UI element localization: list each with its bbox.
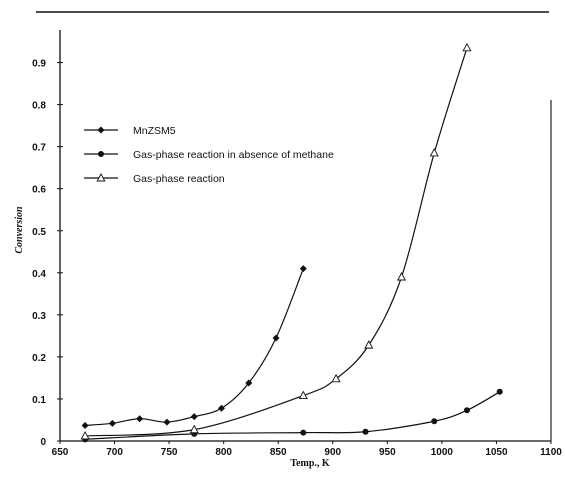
y-tick-label: 0.7 [32, 143, 46, 154]
x-tick-label: 1100 [540, 447, 562, 458]
series-triangle [80, 42, 472, 440]
data-point [362, 428, 369, 435]
y-tick-label: 0.6 [32, 185, 46, 196]
data-point [364, 340, 374, 349]
y-tick-label: 0 [40, 437, 46, 448]
data-point [163, 418, 171, 426]
data-point [136, 415, 144, 423]
y-tick-label: 0.2 [32, 353, 46, 364]
x-tick-label: 750 [161, 447, 178, 458]
data-point [496, 388, 503, 395]
y-tick-label: 0.5 [32, 227, 46, 238]
y-tick-label: 0.9 [32, 59, 46, 70]
tick-labels: 0 0.1 0.2 0.3 0.4 0.5 0.6 0.7 0.8 0.9 650 700 750 800… [32, 59, 562, 458]
legend-marker [98, 151, 104, 157]
data-point [80, 431, 90, 440]
data-point [217, 404, 225, 412]
data-point [81, 421, 89, 429]
legend-marker [96, 173, 106, 182]
legend-label: Gas-phase reaction in absence of methane [133, 149, 334, 161]
series-layer [80, 42, 503, 443]
data-point [300, 429, 307, 436]
data-point [190, 413, 198, 421]
legend-label: Gas-phase reaction [133, 173, 225, 185]
data-point [429, 148, 439, 157]
legend: MnZSM5 Gas-phase reaction in absence of m… [84, 125, 334, 185]
legend-item: MnZSM5 [84, 125, 176, 137]
x-tick-label: 650 [52, 447, 69, 458]
legend-item: Gas-phase reaction in absence of methane [84, 149, 334, 161]
y-axis-title: Conversion [14, 206, 25, 254]
y-tick-label: 0.1 [32, 395, 46, 406]
series-line [85, 47, 468, 437]
data-point [189, 424, 199, 434]
x-tick-label: 900 [324, 447, 341, 458]
series-diamond [81, 265, 307, 429]
data-point [431, 418, 438, 425]
data-point [245, 379, 253, 387]
series-line [85, 268, 304, 427]
legend-label: MnZSM5 [133, 125, 176, 137]
data-point [108, 419, 116, 427]
x-axis-title: Temp., K [290, 458, 330, 469]
legend-item: Gas-phase reaction [84, 173, 225, 185]
legend-marker [97, 126, 105, 134]
data-point [396, 272, 407, 281]
x-tick-label: 1050 [485, 447, 508, 458]
x-tick-label: 800 [215, 447, 232, 458]
data-point [272, 334, 280, 342]
data-point [299, 265, 307, 273]
x-tick-label: 850 [270, 447, 287, 458]
x-tick-label: 700 [106, 447, 123, 458]
data-point [463, 407, 470, 414]
data-point [462, 42, 472, 52]
y-tick-label: 0.3 [32, 311, 46, 322]
axes [59, 30, 552, 442]
data-point [331, 373, 341, 383]
data-point [298, 390, 308, 400]
y-tick-label: 0.4 [32, 269, 46, 280]
x-tick-label: 950 [379, 447, 396, 458]
x-tick-label: 1000 [431, 447, 454, 458]
y-tick-label: 0.8 [32, 101, 46, 112]
